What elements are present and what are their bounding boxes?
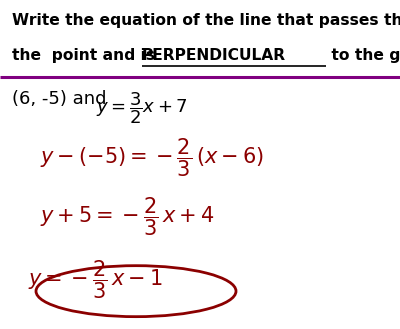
Text: $y = \dfrac{3}{2}x + 7$: $y = \dfrac{3}{2}x + 7$ — [96, 90, 188, 126]
Text: $y + 5 = -\dfrac{2}{3}\,x + 4$: $y + 5 = -\dfrac{2}{3}\,x + 4$ — [40, 196, 214, 238]
Text: PERPENDICULAR: PERPENDICULAR — [142, 48, 286, 63]
Text: $y = -\dfrac{2}{3}\,x - 1$: $y = -\dfrac{2}{3}\,x - 1$ — [28, 258, 163, 301]
Text: the  point and is: the point and is — [12, 48, 160, 63]
Text: (6, -5) and: (6, -5) and — [12, 90, 112, 109]
Text: Write the equation of the line that passes through: Write the equation of the line that pass… — [12, 13, 400, 28]
Text: $y - (-5) = -\dfrac{2}{3}\,(x - 6)$: $y - (-5) = -\dfrac{2}{3}\,(x - 6)$ — [40, 137, 264, 179]
Text: to the given line.: to the given line. — [326, 48, 400, 63]
